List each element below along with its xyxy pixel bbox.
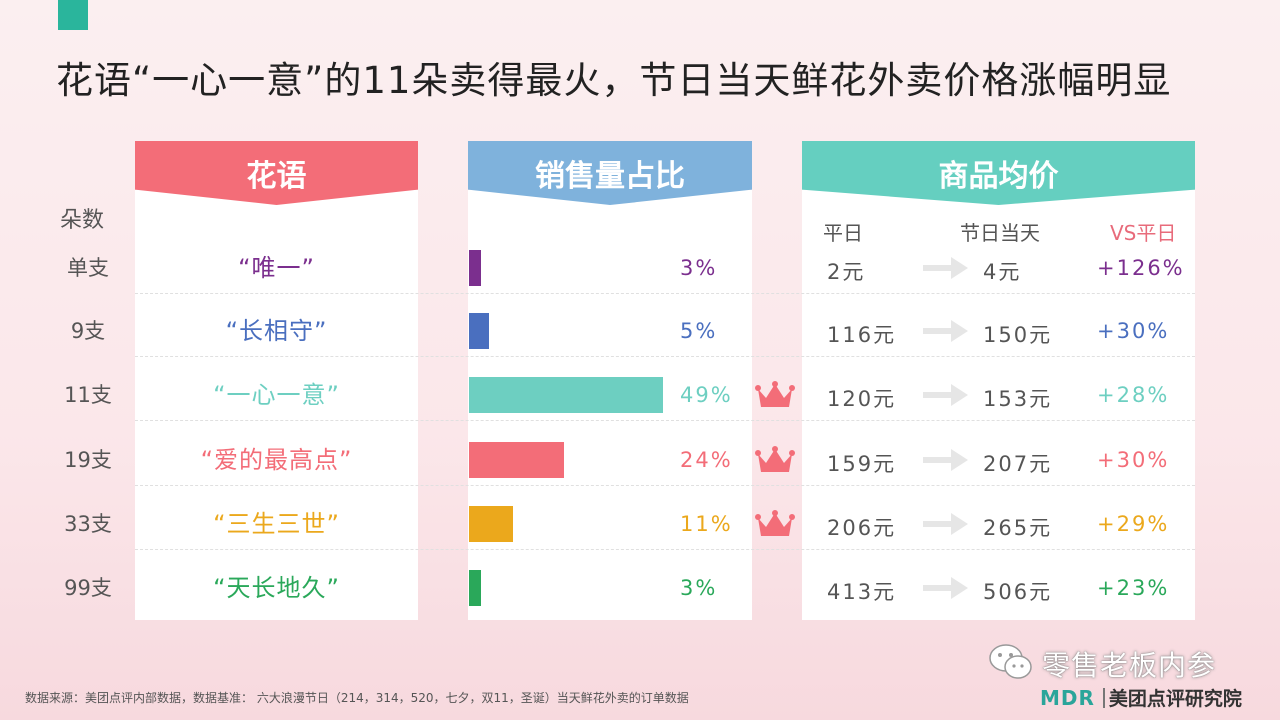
sales-share-bar (469, 570, 481, 606)
price-increase: +28% (1097, 383, 1170, 407)
accent-square (58, 0, 88, 30)
sales-share-bar (469, 506, 513, 542)
flower-count: 99支 (64, 576, 112, 600)
data-source-footnote: 数据来源：美团点评内部数据，数据基准： 六大浪漫节日（214，314，520，七… (25, 691, 689, 705)
table-row: 单支 “唯一” 3% 2元 4元 +126% (0, 236, 1280, 300)
flower-language-name: “唯一” (238, 254, 315, 282)
avg-price-header: 商品均价 (802, 141, 1195, 205)
crown-icon (755, 510, 795, 540)
sales-share-bar (469, 313, 489, 349)
flower-language-name: “一心一意” (213, 381, 340, 409)
page-title: 花语“一心一意”的11朵卖得最火，节日当天鲜花外卖价格涨幅明显 (56, 59, 1172, 102)
mdr-logo: MDR 美团点评研究院 (1040, 684, 1242, 711)
flower-count: 33支 (64, 512, 112, 536)
logo-text: 美团点评研究院 (1108, 688, 1242, 710)
sales-share-value: 24% (680, 448, 733, 472)
sales-share-value: 49% (680, 383, 733, 407)
price-increase: +30% (1097, 448, 1170, 472)
festival-price: 150元 (983, 323, 1053, 347)
flower-count: 19支 (64, 448, 112, 472)
table-row: 11支 “一心一意” 49% 120元 153元 +28% (0, 363, 1280, 427)
flower-language-name: “长相守” (225, 317, 328, 345)
weekday-price: 120元 (827, 387, 897, 411)
row-separator (135, 485, 1195, 487)
festival-price: 207元 (983, 452, 1053, 476)
price-increase: +126% (1097, 256, 1185, 280)
weekday-label: 平日 (823, 221, 863, 245)
arrow-right-icon (923, 319, 969, 343)
table-row: 9支 “长相守” 5% 116元 150元 +30% (0, 299, 1280, 363)
row-separator (135, 549, 1195, 551)
sales-share-value: 5% (680, 319, 718, 343)
sales-share-bar (469, 250, 481, 286)
sales-share-header: 销售量占比 (468, 141, 752, 205)
weekday-price: 116元 (827, 323, 897, 347)
row-separator (135, 293, 1195, 295)
count-label: 朵数 (60, 208, 105, 233)
arrow-right-icon (923, 576, 969, 600)
festival-label: 节日当天 (960, 221, 1040, 245)
wechat-icon (988, 642, 1034, 686)
crown-icon (755, 446, 795, 476)
row-separator (135, 420, 1195, 422)
flower-language-panel (135, 190, 418, 620)
flower-language-name: “爱的最高点” (200, 446, 353, 474)
arrow-right-icon (923, 448, 969, 472)
festival-price: 265元 (983, 516, 1053, 540)
sales-share-value: 11% (680, 512, 733, 536)
sales-share-value: 3% (680, 576, 718, 600)
vs-label: VS平日 (1110, 221, 1177, 245)
sales-share-bar (469, 377, 663, 413)
flower-count: 9支 (70, 319, 106, 343)
table-row: 33支 “三生三世” 11% 206元 265元 +29% (0, 492, 1280, 556)
arrow-right-icon (923, 512, 969, 536)
price-increase: +30% (1097, 319, 1170, 343)
table-row: 19支 “爱的最高点” 24% 159元 207元 +30% (0, 428, 1280, 492)
arrow-right-icon (923, 383, 969, 407)
festival-price: 153元 (983, 387, 1053, 411)
sales-share-value: 3% (680, 256, 718, 280)
wechat-watermark: 零售老板内参 (988, 642, 1216, 686)
price-increase: +23% (1097, 576, 1170, 600)
flower-language-header: 花语 (135, 141, 418, 205)
logo-mark: MDR (1040, 685, 1095, 710)
flower-count: 单支 (67, 256, 109, 280)
table-row: 99支 “天长地久” 3% 413元 506元 +23% (0, 556, 1280, 620)
wechat-account-name: 零售老板内参 (1042, 649, 1217, 682)
weekday-price: 159元 (827, 452, 897, 476)
weekday-price: 2元 (827, 260, 866, 284)
crown-icon (755, 381, 795, 411)
weekday-price: 206元 (827, 516, 897, 540)
logo-divider (1102, 687, 1105, 708)
festival-price: 4元 (983, 260, 1022, 284)
weekday-price: 413元 (827, 580, 897, 604)
sales-share-bar (469, 442, 564, 478)
arrow-right-icon (923, 256, 969, 280)
flower-count: 11支 (64, 383, 112, 407)
festival-price: 506元 (983, 580, 1053, 604)
price-increase: +29% (1097, 512, 1170, 536)
flower-language-name: “三生三世” (213, 510, 340, 538)
avg-price-panel (802, 190, 1195, 620)
row-separator (135, 356, 1195, 358)
flower-language-name: “天长地久” (213, 574, 340, 602)
